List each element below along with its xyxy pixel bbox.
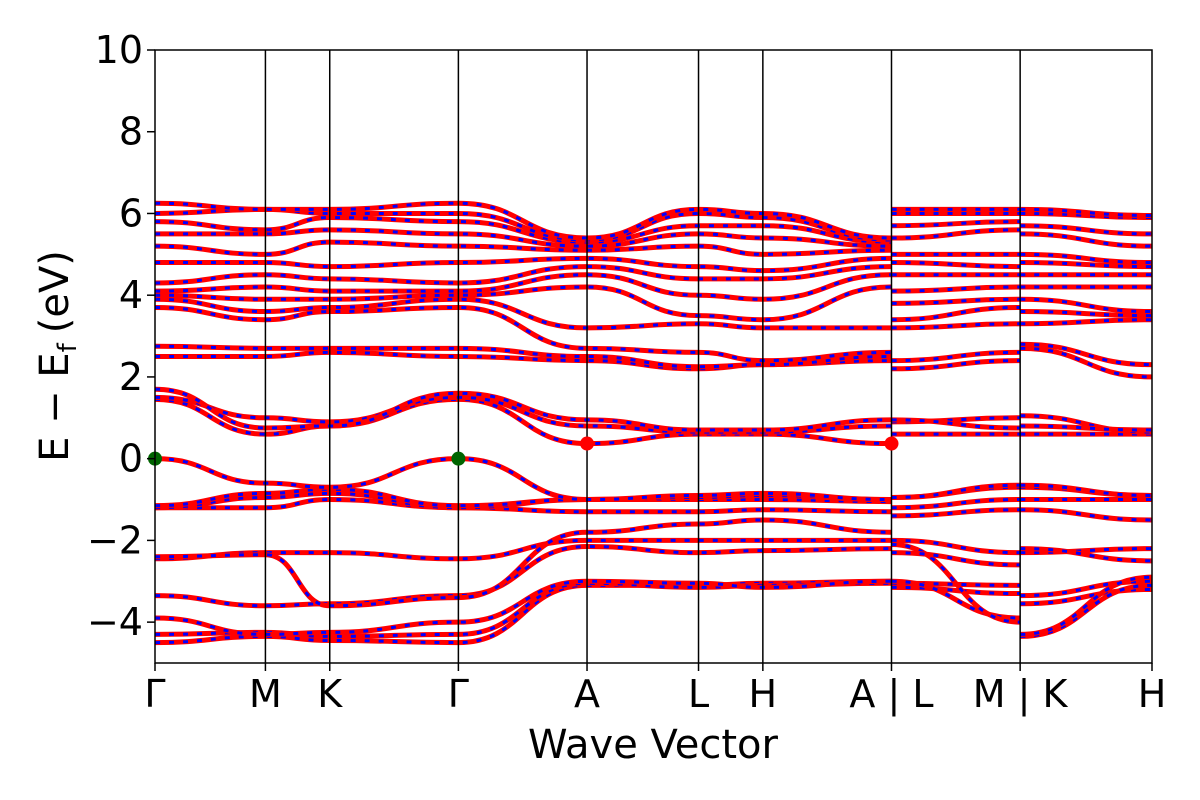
y-tick-label: 6 xyxy=(119,191,143,235)
band-line-spin-down xyxy=(155,518,892,608)
band-line-spin-down xyxy=(155,216,892,244)
band-line-spin-down xyxy=(1020,483,1152,497)
band-line-spin-down xyxy=(155,545,892,608)
x-axis-title: Wave Vector xyxy=(528,722,779,768)
y-axis-title-main: E − E xyxy=(32,352,78,462)
x-tick-label: H xyxy=(1138,672,1167,716)
y-tick-label: −4 xyxy=(87,600,143,644)
band-line-spin-down xyxy=(891,220,1021,228)
x-tick-label: A xyxy=(574,672,600,716)
band-line-spin-down xyxy=(1020,297,1152,314)
band-line-spin-down xyxy=(155,498,892,514)
y-axis-title-unit: (eV) xyxy=(32,250,78,333)
band-line-spin-down xyxy=(891,359,1021,371)
band-line-spin-down xyxy=(1020,346,1152,379)
band-line-spin-down xyxy=(891,305,1021,322)
x-tick-label: M xyxy=(249,672,282,716)
band-line-spin-down xyxy=(1020,207,1152,218)
kpoint-lines xyxy=(264,50,1021,663)
band-line-spin-down xyxy=(891,261,1021,269)
band-line-spin-down xyxy=(891,418,1021,430)
band-line-spin-down xyxy=(155,387,892,432)
x-tick-label: K xyxy=(317,672,343,716)
x-tick-label: Γ xyxy=(144,672,165,716)
band-line-spin-down xyxy=(891,538,1021,555)
band-line-spin-up xyxy=(155,343,892,370)
y-tick-label: 8 xyxy=(119,110,143,154)
band-line-spin-down xyxy=(891,483,1021,499)
band-line-spin-up xyxy=(155,264,892,286)
cbm-marker xyxy=(884,436,899,451)
band-line-spin-down xyxy=(155,579,892,636)
plot-frame xyxy=(154,49,1153,664)
band-line-spin-down xyxy=(891,508,1021,518)
band-line-spin-down xyxy=(155,297,892,330)
band-line-spin-down xyxy=(155,457,892,502)
x-tick-label: M | K xyxy=(973,672,1069,717)
extrema-markers xyxy=(148,436,899,466)
band-line-spin-down xyxy=(155,350,892,371)
band-line-spin-down xyxy=(155,256,892,273)
y-tick-label: 10 xyxy=(95,28,143,72)
band-line-spin-down xyxy=(1020,232,1152,248)
band-line-spin-down xyxy=(891,322,1021,330)
band-line-spin-down xyxy=(155,487,892,508)
band-line-spin-down xyxy=(891,498,1021,510)
x-tick-label: A | L xyxy=(849,672,933,717)
band-line-spin-down xyxy=(1020,224,1152,236)
cbm-marker xyxy=(580,436,595,451)
band-line-spin-up xyxy=(155,537,892,562)
x-tick-label: Γ xyxy=(448,672,469,716)
band-line-spin-down xyxy=(155,305,892,363)
band-line-spin-down xyxy=(891,228,1021,240)
band-line-spin-down xyxy=(891,579,1021,620)
y-tick-label: 0 xyxy=(119,437,143,481)
y-axis-title-subscript: f xyxy=(53,342,83,352)
band-line-spin-down xyxy=(891,285,1021,293)
vbm-marker xyxy=(451,451,466,466)
y-ticks: −4 −2 0 2 4 6 8 10 xyxy=(87,28,155,644)
band-line-spin-down xyxy=(1020,252,1152,265)
band-line-spin-down xyxy=(1020,575,1152,636)
band-line-spin-down xyxy=(1020,579,1152,598)
x-tick-label: L xyxy=(688,672,709,716)
band-line-spin-down xyxy=(891,585,1021,596)
band-line-spin-down xyxy=(1020,583,1152,638)
band-line-spin-down xyxy=(1020,310,1152,318)
band-line-spin-down xyxy=(1020,318,1152,326)
band-line-spin-down xyxy=(891,297,1021,305)
band-line-spin-up xyxy=(155,227,892,249)
plot-background xyxy=(155,50,1152,663)
y-tick-label: 4 xyxy=(119,273,143,317)
band-line-spin-down xyxy=(1020,424,1152,432)
band-line-spin-down xyxy=(891,350,1021,363)
y-tick-label: −2 xyxy=(87,518,143,562)
band-line-spin-down xyxy=(155,395,892,434)
band-line-spin-down xyxy=(1020,547,1152,555)
band-line-spin-down xyxy=(1020,587,1152,606)
band-line-spin-down xyxy=(891,551,1021,567)
band-line-spin-up xyxy=(891,541,1021,625)
y-axis-title: E − Ef (eV) xyxy=(32,250,83,462)
y-tick-label: 2 xyxy=(119,355,143,399)
band-line-spin-down xyxy=(1020,547,1152,563)
x-tick-label: H xyxy=(749,672,778,716)
band-line-spin-down xyxy=(1020,508,1152,522)
band-line-spin-down xyxy=(1020,342,1152,367)
band-line-spin-down xyxy=(1020,261,1152,269)
